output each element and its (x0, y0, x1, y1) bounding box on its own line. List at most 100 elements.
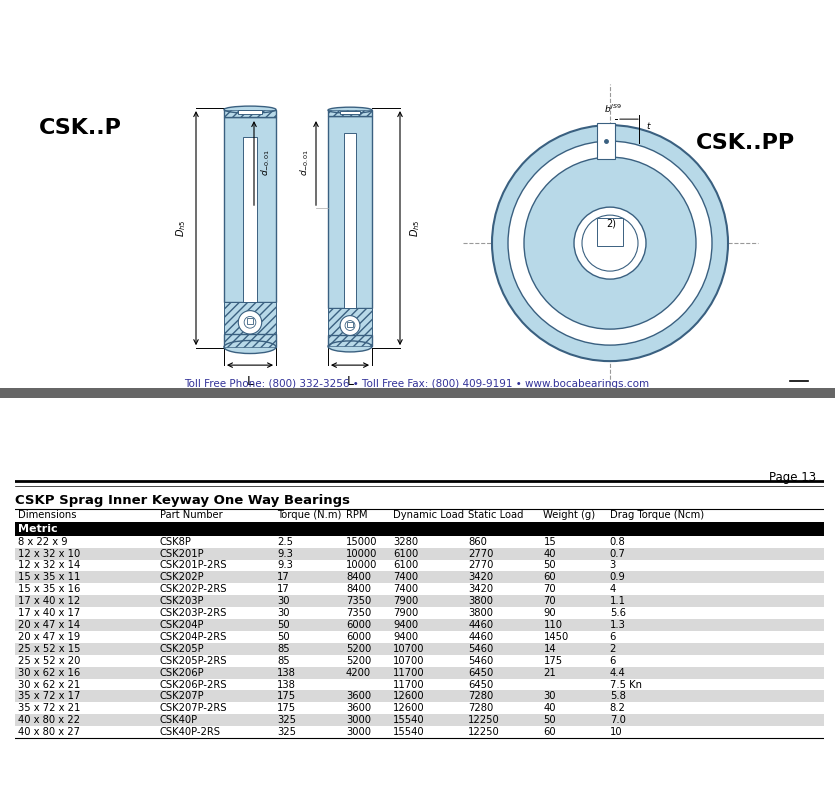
Text: 15540: 15540 (393, 727, 424, 737)
Text: 7280: 7280 (468, 692, 493, 701)
Bar (15, 595, 824, 607)
Text: 6100: 6100 (393, 548, 418, 559)
Text: 12 x 32 x 10: 12 x 32 x 10 (18, 548, 80, 559)
Text: 30 x 62 x 16: 30 x 62 x 16 (18, 668, 80, 677)
Text: 17: 17 (277, 584, 290, 595)
Ellipse shape (328, 107, 372, 113)
Text: 50: 50 (277, 620, 290, 630)
Text: CSK206P: CSK206P (159, 668, 205, 677)
Text: CSK205P: CSK205P (159, 644, 205, 654)
Text: 2770: 2770 (468, 560, 493, 571)
Text: 90: 90 (544, 608, 556, 618)
Text: 860: 860 (468, 536, 487, 547)
Text: 12600: 12600 (393, 704, 424, 713)
Text: 7.0: 7.0 (610, 715, 625, 725)
Bar (224, 334, 276, 347)
Bar (247, 318, 253, 324)
Bar (15, 522, 824, 536)
Ellipse shape (508, 141, 712, 345)
Text: L: L (347, 375, 353, 388)
Text: CSK201P: CSK201P (159, 548, 205, 559)
Text: 0.8: 0.8 (610, 536, 625, 547)
Text: 4460: 4460 (468, 620, 493, 630)
Text: 3600: 3600 (346, 704, 371, 713)
Bar (328, 116, 372, 308)
Text: CSK40P-2RS: CSK40P-2RS (159, 727, 221, 737)
Text: 50: 50 (544, 560, 556, 571)
Text: 3000: 3000 (346, 727, 371, 737)
Bar (224, 110, 276, 116)
Text: 6: 6 (610, 656, 616, 665)
Text: 17 x 40 x 12: 17 x 40 x 12 (18, 596, 80, 607)
Bar (597, 123, 615, 159)
Text: 0.9: 0.9 (610, 572, 625, 583)
Text: 12250: 12250 (468, 715, 500, 725)
Circle shape (345, 320, 355, 331)
Text: 11700: 11700 (393, 680, 424, 689)
Text: 10700: 10700 (393, 656, 424, 665)
Text: 15 x 35 x 16: 15 x 35 x 16 (18, 584, 81, 595)
Text: 3280: 3280 (393, 536, 418, 547)
Text: 7.5 Kn: 7.5 Kn (610, 680, 642, 689)
Text: 4460: 4460 (468, 632, 493, 642)
Text: 2.5: 2.5 (277, 536, 293, 547)
Text: 21: 21 (544, 668, 556, 677)
Bar (15, 571, 824, 583)
Bar (15, 666, 824, 678)
Text: 3: 3 (610, 560, 616, 571)
Text: 6000: 6000 (346, 620, 371, 630)
Bar (328, 110, 372, 116)
Text: 5460: 5460 (468, 644, 493, 654)
Bar (0, 388, 835, 406)
Text: 3420: 3420 (468, 584, 493, 595)
Text: $d_{-0.01}$: $d_{-0.01}$ (259, 150, 271, 176)
Text: 7400: 7400 (393, 584, 418, 595)
Text: 30: 30 (544, 692, 556, 701)
Bar (15, 714, 824, 726)
Text: 8 x 22 x 9: 8 x 22 x 9 (18, 536, 68, 547)
Text: 50: 50 (544, 715, 556, 725)
Text: 17: 17 (277, 572, 290, 583)
Ellipse shape (524, 157, 696, 329)
Text: 15 x 35 x 11: 15 x 35 x 11 (18, 572, 81, 583)
Text: 70: 70 (544, 584, 556, 595)
Text: $d_{-0.01}$: $d_{-0.01}$ (298, 150, 311, 176)
Text: 175: 175 (544, 656, 563, 665)
Text: 40 x 80 x 22: 40 x 80 x 22 (18, 715, 80, 725)
Text: 8400: 8400 (346, 572, 371, 583)
Bar (328, 336, 372, 347)
Text: 9400: 9400 (393, 632, 418, 642)
Text: 10700: 10700 (393, 644, 424, 654)
Text: 6100: 6100 (393, 560, 418, 571)
Text: 5.8: 5.8 (610, 692, 625, 701)
Text: 3000: 3000 (346, 715, 371, 725)
Bar (238, 110, 261, 114)
Text: CSK..P: CSK..P (38, 118, 121, 138)
Text: 7350: 7350 (346, 596, 372, 607)
Text: RPM: RPM (346, 510, 367, 520)
Text: 10000: 10000 (346, 548, 377, 559)
Text: $b^{JS9}$: $b^{JS9}$ (604, 103, 622, 115)
Text: L: L (246, 375, 254, 388)
Text: 40: 40 (544, 548, 556, 559)
Text: 12600: 12600 (393, 692, 424, 701)
Text: 7280: 7280 (468, 704, 493, 713)
Text: 2: 2 (610, 644, 616, 654)
Text: 6450: 6450 (468, 668, 493, 677)
Bar (224, 334, 276, 347)
Text: Weight (g): Weight (g) (544, 510, 595, 520)
Ellipse shape (224, 340, 276, 354)
Text: 40 x 80 x 27: 40 x 80 x 27 (18, 727, 80, 737)
Bar (15, 690, 824, 702)
Text: 5200: 5200 (346, 644, 372, 654)
Text: CSK204P-2RS: CSK204P-2RS (159, 632, 227, 642)
Text: 6450: 6450 (468, 680, 493, 689)
Text: 138: 138 (277, 668, 296, 677)
Text: CSK207P-2RS: CSK207P-2RS (159, 704, 227, 713)
Circle shape (340, 316, 360, 336)
Text: 4: 4 (610, 584, 616, 595)
Text: 3800: 3800 (468, 608, 493, 618)
Text: 1.3: 1.3 (610, 620, 625, 630)
Text: 138: 138 (277, 680, 296, 689)
Text: $t$: $t$ (646, 120, 652, 131)
